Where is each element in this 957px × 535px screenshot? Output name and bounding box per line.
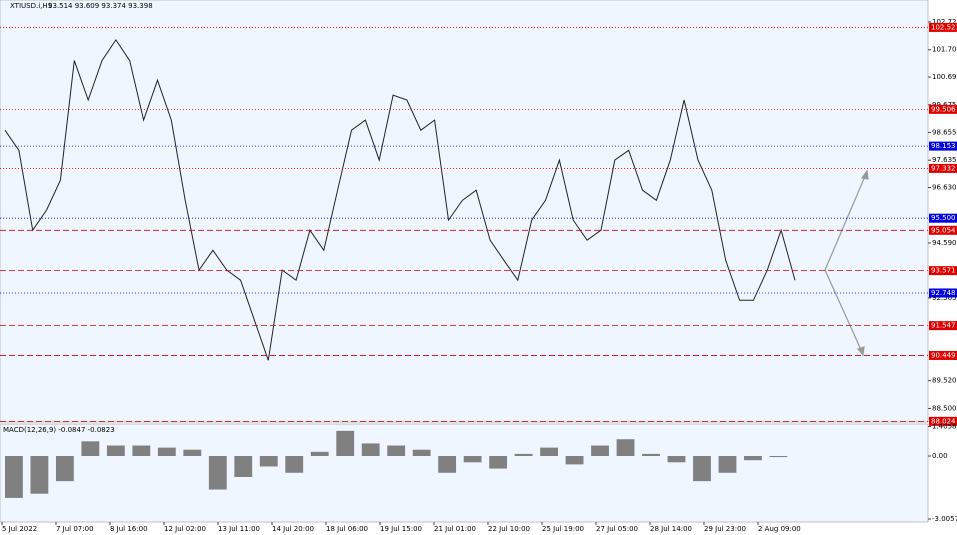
y-tick-label: 99.675: [932, 101, 957, 109]
level-tag: [929, 104, 957, 114]
macd-bar: [540, 447, 558, 457]
macd-bar: [81, 441, 100, 457]
y-tick-label: 92.565: [932, 294, 957, 302]
x-tick-label: 5 Jul 2022: [2, 525, 37, 533]
price-panel: [0, 0, 929, 423]
ohlc-text: 93.514 93.609 93.374 93.398: [48, 2, 153, 10]
macd-title: MACD(12,26,9) -0.0847 -0.0823: [3, 426, 115, 434]
level-label: 93.571: [931, 267, 956, 275]
level-tag: [929, 288, 957, 298]
level-label: 97.332: [931, 164, 956, 172]
macd-bar: [565, 456, 584, 465]
arrow-up: [824, 173, 867, 271]
macd-bar: [310, 451, 329, 457]
symbol-title: XTIUSD.i,H1: [10, 2, 52, 10]
x-tick-label: 8 Jul 16:00: [110, 525, 148, 533]
arrow-down: [824, 269, 863, 353]
level-tag: [929, 416, 957, 426]
macd-bar: [591, 445, 609, 457]
macd-bar: [514, 453, 533, 457]
forecast-arrows: [824, 169, 869, 357]
macd-bar: [463, 456, 482, 463]
level-label: 91.547: [931, 322, 956, 330]
level-tag: [929, 321, 957, 331]
level-tag: [929, 163, 957, 173]
macd-bar: [132, 445, 151, 457]
y-tick-label: 101.700: [932, 46, 957, 54]
x-tick-label: 27 Jul 05:00: [596, 525, 638, 533]
y-tick-label: 88.500: [932, 404, 957, 412]
x-tick-label: 12 Jul 02:00: [164, 525, 206, 533]
level-tag: [929, 213, 957, 223]
x-tick-label: 18 Jul 06:00: [326, 525, 368, 533]
x-tick-label: 28 Jul 14:00: [650, 525, 692, 533]
x-tick-label: 7 Jul 07:00: [56, 525, 94, 533]
arrow-head: [860, 169, 869, 180]
level-label: 92.748: [931, 289, 956, 297]
macd-bar: [489, 456, 508, 469]
macd-bar: [667, 456, 686, 463]
level-label: 99.506: [931, 105, 956, 113]
y-tick-label: 0.00: [932, 452, 948, 460]
macd-bar: [157, 447, 176, 457]
y-tick-label: 102.720: [932, 18, 957, 26]
level-tag: [929, 266, 957, 276]
level-tag: [929, 225, 957, 235]
x-tick-label: 19 Jul 15:00: [380, 525, 422, 533]
x-tick-label: 25 Jul 19:00: [542, 525, 584, 533]
y-tick-label: 1.4058: [932, 423, 957, 431]
level-label: 95.500: [931, 214, 956, 222]
level-label: 95.054: [931, 226, 956, 234]
x-tick-label: 2 Aug 09:00: [758, 525, 801, 533]
macd-bar: [208, 456, 227, 490]
level-tag: [929, 141, 957, 151]
macd-bar: [5, 456, 23, 498]
macd-panel: [0, 423, 929, 523]
macd-bar: [412, 449, 431, 457]
x-tick-label: 29 Jul 23:00: [704, 525, 746, 533]
y-tick-label: 89.520: [932, 377, 957, 385]
macd-bar: [718, 456, 737, 473]
macd-bar: [642, 453, 660, 457]
y-tick-label: 97.635: [932, 156, 957, 164]
x-tick-label: 13 Jul 11:00: [218, 525, 260, 533]
macd-bar: [616, 439, 635, 457]
level-label: 102.521: [931, 23, 957, 31]
level-label: 88.024: [931, 417, 956, 425]
macd-bar: [106, 445, 125, 457]
level-label: 90.449: [931, 351, 956, 359]
macd-bar: [234, 456, 253, 477]
macd-bar: [387, 445, 406, 457]
y-tick-label: -3.0057: [932, 515, 957, 523]
y-tick-label: 94.590: [932, 239, 957, 247]
macd-bar: [55, 456, 74, 482]
macd-bar: [259, 456, 278, 467]
macd-bar: [30, 456, 49, 494]
y-tick-label: 100.695: [932, 73, 957, 81]
y-tick-label: 98.655: [932, 128, 957, 136]
x-tick-label: 21 Jul 01:00: [434, 525, 476, 533]
macd-bar: [744, 456, 762, 461]
macd-bar: [769, 456, 788, 458]
level-tag: [929, 350, 957, 360]
macd-bar: [693, 456, 711, 482]
price-line: [4, 39, 796, 361]
macd-bar: [361, 443, 380, 457]
macd-bar: [336, 430, 355, 457]
level-label: 98.153: [931, 142, 956, 150]
arrow-head: [856, 346, 865, 357]
x-tick-label: 22 Jul 10:00: [488, 525, 530, 533]
macd-bar: [183, 449, 202, 457]
level-tag: [929, 22, 957, 32]
x-tick-label: 14 Jul 20:00: [272, 525, 314, 533]
macd-bar: [438, 456, 457, 473]
macd-bar: [285, 456, 304, 473]
y-tick-label: 96.630: [932, 183, 957, 191]
